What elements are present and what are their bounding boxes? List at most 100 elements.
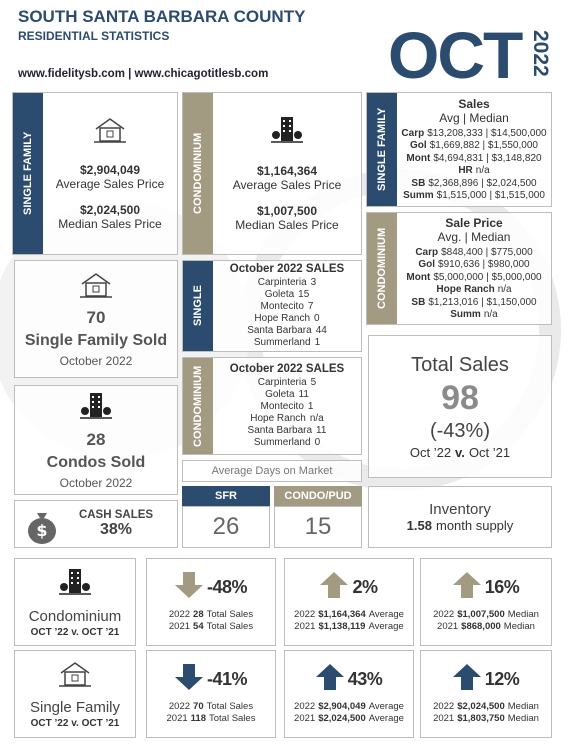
content: 26: [183, 507, 269, 547]
metric-head: -41%: [174, 663, 248, 695]
icon-part: [99, 127, 121, 142]
metric-line: 2021 $1,803,750 Median: [433, 713, 539, 725]
arrow-icon: [320, 571, 349, 603]
icon-part: $: [28, 513, 56, 544]
area-count: 44: [315, 325, 327, 336]
metric-value: $2,024,500: [457, 700, 505, 712]
metric-value: $1,803,750: [457, 712, 505, 724]
title: SOUTH SANTA BARBARA COUNTY: [18, 7, 306, 26]
area-name: Carpinteria: [257, 277, 307, 288]
icon-part: [71, 581, 73, 584]
metric-box: 12% 2022 $2,024,500 Median 2021 $1,803,750 Med…: [420, 650, 552, 738]
average-label: Average Sales Price: [55, 177, 165, 191]
metric-box: 2% 2022 $1,164,364 Average 2021 $1,138,119 Ave…: [284, 558, 414, 646]
metric-line: 2022 $2,904,049 Average: [294, 701, 404, 713]
average-label: Average Sales Price: [232, 178, 342, 192]
icon-part: [283, 120, 285, 122]
area-price-title: Sales: [458, 96, 490, 111]
metric-head: 2%: [320, 571, 378, 603]
sold-count: 70: [86, 307, 106, 327]
days-header-label: CONDO/PUD: [284, 490, 352, 502]
area-price-row: SB $2,368,896 | $2,024,500: [411, 178, 536, 191]
days-header: CONDO/PUD: [274, 486, 362, 506]
content: SFR: [182, 486, 270, 506]
total-sales-count: 98: [441, 378, 479, 417]
metric-head: 12%: [452, 663, 520, 695]
icon-part: [174, 663, 203, 690]
icon-part: [80, 272, 112, 298]
icon-part: [69, 568, 81, 593]
icon-part: [92, 395, 94, 398]
side-label: CONDOMINIUM: [183, 93, 213, 254]
side-label: SINGLE FAMILY: [367, 93, 397, 206]
inventory-box: Inventory 1.58 month supply: [368, 486, 552, 548]
area-price-row: Summ $1,515,000 | $1,515,000: [403, 190, 545, 203]
area-price-row: Carp $848,400 | $775,000: [415, 247, 532, 260]
area-price-subtitle: Avg | Median: [439, 110, 509, 125]
area-name: Mont: [406, 271, 431, 283]
metric-line: 2021 $2,024,500 Average: [294, 713, 404, 725]
content: Total Sales 98 (-43%) Oct ’22 v. Oct ’21: [369, 336, 551, 477]
content: Sales Avg | Median Carp $13,208,333 | $14,5…: [397, 93, 551, 206]
days-header: SFR: [182, 486, 270, 506]
arrow-icon: [452, 571, 481, 603]
days-value: 15: [304, 513, 332, 540]
days-value: 26: [212, 513, 240, 540]
area-values: n/a: [483, 309, 498, 320]
metric-change: 12%: [484, 668, 520, 689]
content: Single Family OCT ’22 v. OCT ’21: [15, 651, 135, 737]
metric-line: 2022 $1,007,500 Median: [433, 609, 539, 621]
icon-part: [71, 571, 73, 574]
days-value-box: 15: [274, 506, 362, 548]
arrow-icon: [452, 663, 481, 695]
area-values: $13,208,333 | $14,500,000: [427, 127, 547, 139]
metric-value: $1,007,500: [457, 608, 505, 620]
area-price-row: Gol $910,636 | $980,000: [418, 259, 529, 272]
icon-part: [71, 674, 79, 681]
content: CASH SALES 38%: [55, 501, 177, 547]
total-sales-change: (-43%): [429, 419, 490, 442]
icon-part: [174, 571, 203, 598]
metric-year: 2022: [294, 608, 316, 620]
days-title: Average Days on Market: [211, 465, 333, 477]
comparison-end: Oct ’21: [468, 444, 511, 460]
comparison-period: OCT ’22 v. OCT ’21: [30, 717, 120, 729]
area-price-title: Sale Price: [445, 215, 503, 230]
area-sales-box: SINGLE October 2022 SALES Carpinteria 3 Gole…: [182, 260, 362, 352]
metric-line: 2022 $2,024,500 Median: [433, 701, 539, 713]
area-name: Santa Barbara: [247, 425, 313, 436]
inventory-title: Inventory: [429, 501, 491, 518]
metric-year: 2022: [294, 700, 316, 712]
days-title-box: Average Days on Market: [182, 460, 362, 482]
arrow-icon: [174, 571, 203, 603]
comparison-period: OCT ’22 v. OCT ’21: [30, 626, 120, 638]
median-price: $2,024,500: [79, 203, 141, 217]
area-sales-row: Goleta 11: [265, 389, 309, 401]
area-name: Goleta: [264, 289, 295, 300]
icon: $: [25, 505, 59, 547]
area-sales-row: Montecito 7: [261, 301, 314, 313]
area-sales-row: Summerland 1: [254, 337, 320, 349]
metric-box: -48% 2022 28 Total Sales 2021 54 Total Sales: [146, 558, 276, 646]
icon-part: [81, 272, 111, 285]
area-sales-title: October 2022 SALES: [229, 363, 345, 375]
metric-unit: Median: [503, 620, 535, 632]
inventory-unit: month supply: [435, 518, 514, 533]
area-name: Mont: [406, 152, 431, 164]
icon-part: [77, 581, 79, 584]
metric-box: -41% 2022 70 Total Sales 2021 118 Total Sales: [146, 650, 276, 738]
area-count: 15: [298, 289, 310, 300]
area-name: Hope Ranch: [250, 413, 306, 424]
content: -41% 2022 70 Total Sales 2021 118 Total Sales: [147, 651, 275, 737]
metric-year: 2022: [168, 608, 191, 620]
icon-part: [289, 120, 291, 122]
inventory-value: 1.58: [406, 518, 432, 533]
area-values: $5,000,000 | $5,000,000: [433, 271, 542, 283]
icon-part: [281, 117, 293, 141]
area-values: $2,368,896 | $2,024,500: [428, 177, 537, 189]
cash-sales-label: CASH SALES: [78, 509, 154, 521]
content: Average Days on Market: [183, 461, 361, 481]
area-sales-row: Carpinteria 3: [258, 277, 316, 289]
links: www.fidelitysb.com | www.chicagotitlesb.…: [18, 68, 269, 80]
comparison-label: Condominium: [28, 607, 122, 625]
